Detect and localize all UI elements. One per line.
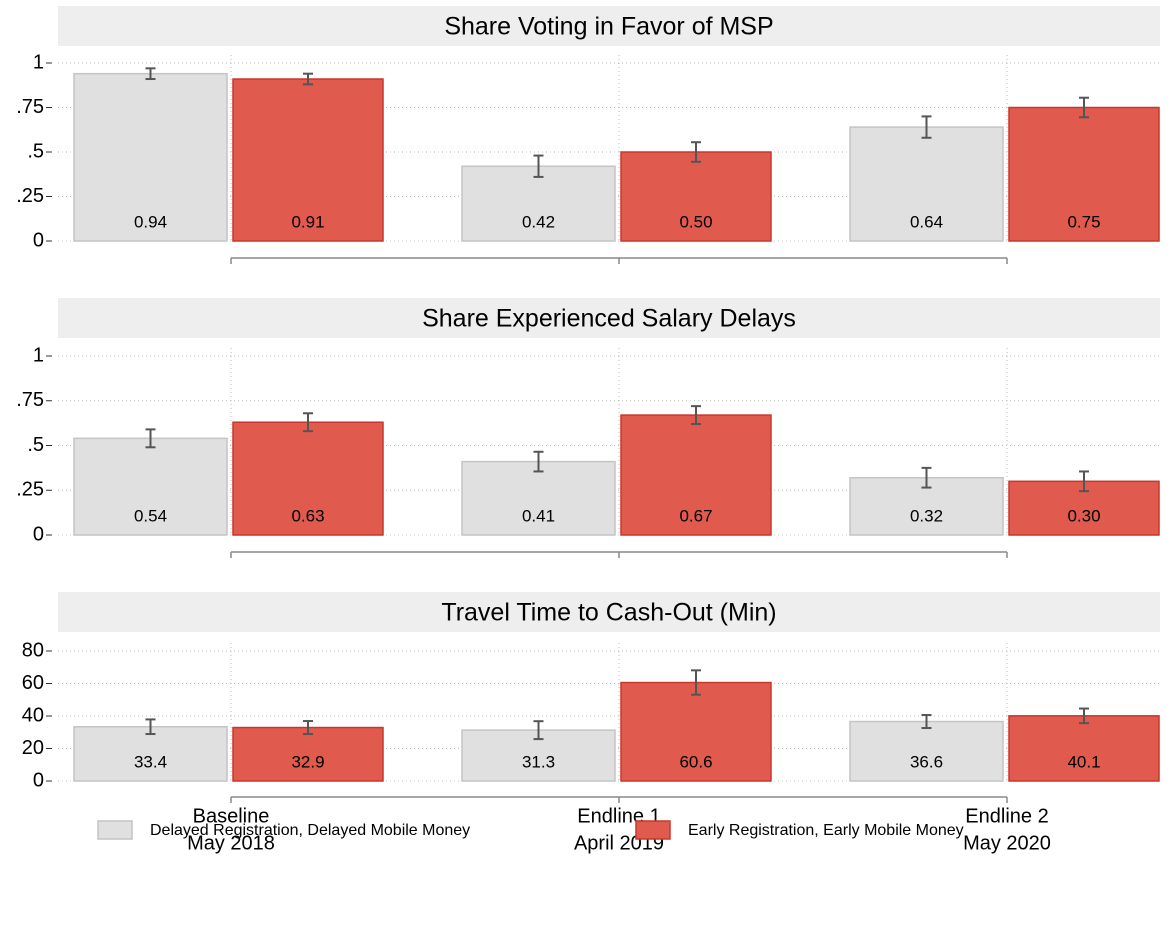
error-bar: [303, 412, 313, 433]
legend-swatch: [97, 820, 133, 840]
y-tick-label: 1: [33, 51, 44, 73]
value-label: 0.42: [522, 212, 555, 231]
value-label: 0.32: [910, 506, 943, 525]
value-label: 0.64: [910, 212, 943, 231]
y-tick-label: 0: [33, 523, 44, 545]
value-label: 0.67: [679, 506, 712, 525]
x-tick-label: May 2018: [187, 832, 275, 854]
value-label: 0.41: [522, 506, 555, 525]
value-label: 0.63: [291, 506, 324, 525]
bar: [849, 720, 1004, 782]
title-band: [58, 6, 1160, 46]
bar: [620, 414, 772, 536]
y-tick-label: .75: [16, 96, 44, 118]
y-tick-label: 60: [22, 672, 44, 694]
bar: [620, 681, 772, 782]
bar: [73, 72, 228, 242]
y-tick-label: .25: [16, 479, 44, 501]
legend-label: Early Registration, Early Mobile Money: [688, 822, 964, 839]
error-bar: [145, 67, 156, 81]
y-tick-label: .5: [27, 140, 44, 162]
x-tick-label: May 2020: [963, 832, 1051, 854]
bar: [232, 421, 384, 536]
value-label: 0.50: [679, 212, 712, 231]
bar: [620, 151, 772, 242]
y-tick-label: 0: [33, 769, 44, 791]
value-label: 0.75: [1067, 212, 1100, 231]
bar: [73, 437, 228, 536]
y-tick-label: 40: [22, 704, 44, 726]
value-label: 33.4: [134, 752, 167, 771]
bar: [232, 78, 384, 242]
error-bar: [691, 669, 701, 696]
legend-label: Delayed Registration, Delayed Mobile Mon…: [150, 822, 470, 839]
value-label: 60.6: [679, 752, 712, 771]
panel-title: Travel Time to Cash-Out (Min): [441, 599, 776, 627]
title-band: [58, 298, 1160, 338]
value-label: 0.91: [291, 212, 324, 231]
error-bar: [303, 72, 313, 86]
value-label: 0.54: [134, 506, 167, 525]
error-bar: [1079, 470, 1089, 493]
error-bar: [691, 405, 701, 426]
error-bar: [691, 141, 701, 163]
value-label: 0.30: [1067, 506, 1100, 525]
error-bar: [921, 466, 932, 489]
bar: [73, 725, 228, 782]
bar: [461, 460, 616, 536]
bar: [1008, 106, 1160, 242]
x-tick-label: Endline 2: [965, 805, 1048, 827]
value-label: 40.1: [1067, 752, 1100, 771]
y-tick-label: 80: [22, 639, 44, 661]
error-bar: [1079, 96, 1089, 119]
error-bar: [145, 428, 156, 449]
y-tick-label: 1: [33, 344, 44, 366]
y-tick-label: .5: [27, 434, 44, 456]
bar: [849, 126, 1004, 242]
error-bar: [533, 720, 544, 741]
error-bar: [1079, 707, 1089, 725]
error-bar: [145, 718, 156, 736]
y-tick-label: .75: [16, 389, 44, 411]
error-bar: [533, 450, 544, 473]
legend-swatch: [635, 820, 671, 840]
panel-title: Share Experienced Salary Delays: [422, 305, 796, 333]
error-bar: [303, 720, 313, 736]
panel-title: Share Voting in Favor of MSP: [444, 13, 773, 41]
y-tick-label: 20: [22, 737, 44, 759]
y-tick-label: .25: [16, 185, 44, 207]
value-label: 36.6: [910, 752, 943, 771]
y-tick-label: 0: [33, 229, 44, 251]
error-bar: [533, 154, 544, 178]
error-bar: [921, 714, 932, 730]
x-tick-label: Baseline: [193, 805, 270, 827]
error-bar: [921, 115, 932, 139]
value-label: 32.9: [291, 752, 324, 771]
value-label: 0.94: [134, 212, 167, 231]
title-band: [58, 592, 1160, 632]
value-label: 31.3: [522, 752, 555, 771]
